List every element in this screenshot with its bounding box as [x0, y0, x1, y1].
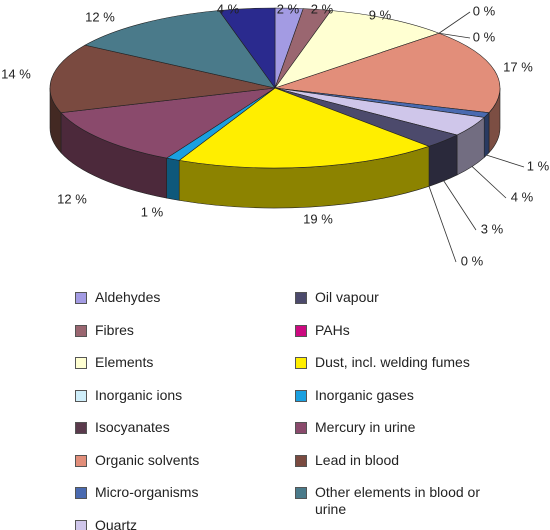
legend-swatch — [295, 292, 307, 304]
data-label: 19 % — [303, 211, 333, 226]
legend-label: Elements — [95, 354, 154, 370]
data-label: 14 % — [1, 66, 31, 81]
data-label: 1 % — [527, 158, 550, 173]
legend-swatch — [75, 357, 87, 369]
leader-line — [443, 180, 477, 231]
data-label: 3 % — [481, 221, 504, 236]
legend-label: Mercury in urine — [315, 419, 416, 435]
legend-item: Oil vapour — [295, 289, 485, 306]
legend-swatch — [295, 487, 307, 499]
legend-item: Organic solvents — [75, 452, 265, 469]
slice-side — [483, 111, 490, 159]
legend-swatch — [75, 519, 87, 530]
legend-item: Lead in blood — [295, 452, 485, 469]
slice — [274, 10, 440, 89]
legend-item: Micro-organisms — [75, 484, 265, 501]
legend-item: Inorganic gases — [295, 387, 485, 404]
legend-item: Fibres — [75, 322, 265, 339]
legend-item: Isocyanates — [75, 419, 265, 436]
legend-item: Elements — [75, 354, 265, 371]
legend-item: PAHs — [295, 322, 485, 339]
legend-label: Micro-organisms — [95, 484, 199, 500]
data-label: 0 % — [473, 29, 496, 44]
legend-label: Organic solvents — [95, 451, 200, 468]
data-label: 9 % — [369, 7, 392, 22]
slice — [49, 44, 276, 114]
legend-label: Quartz — [95, 516, 138, 530]
legend-label: Fibres — [95, 321, 134, 338]
data-label: 0 % — [473, 3, 496, 18]
data-label: 12 % — [57, 191, 87, 206]
legend-swatch — [295, 357, 307, 369]
data-label: 0 % — [461, 253, 484, 268]
legend-item: Aldehydes — [75, 289, 265, 306]
legend-label: Isocyanates — [95, 419, 170, 435]
slice — [178, 87, 430, 169]
data-label: 4 % — [217, 1, 240, 16]
legend-swatch — [75, 389, 87, 402]
data-label: 2 % — [311, 1, 334, 16]
slice — [84, 10, 276, 89]
legend-label: Aldehydes — [95, 289, 161, 305]
legend-swatch — [295, 324, 307, 337]
legend-label: Other elements in blood or urine — [315, 484, 480, 517]
slice — [274, 32, 501, 114]
slice-side — [166, 157, 180, 201]
legend-item: Quartz — [75, 517, 265, 530]
slice — [218, 7, 276, 89]
legend-swatch — [75, 422, 87, 434]
data-label: 1 % — [141, 204, 164, 219]
legend-label: PAHs — [315, 321, 350, 338]
legend-label: Dust, incl. welding fumes — [315, 354, 470, 370]
legend-swatch — [295, 389, 307, 402]
legend-swatch — [75, 454, 87, 467]
data-label: 12 % — [85, 9, 115, 24]
legend-item: Mercury in urine — [295, 419, 485, 436]
leader-line — [471, 166, 507, 199]
legend-label: Oil vapour — [315, 289, 379, 305]
slice — [60, 87, 276, 159]
legend-swatch — [75, 292, 87, 304]
data-label: 2 % — [277, 1, 300, 16]
pie-chart: 2 % 2 % 9 % 0 % 0 % 17 % 1 % 4 % 3 % 0 % 19 % 1 % 12… — [1, 1, 550, 268]
legend-item: Dust, incl. welding fumes — [295, 354, 485, 371]
legend-swatch — [295, 422, 307, 434]
legend-label: Lead in blood — [315, 451, 400, 468]
data-label: 4 % — [511, 189, 534, 204]
legend-item: Other elements in blood or urine — [295, 484, 485, 518]
data-label: 17 % — [503, 59, 533, 74]
leader-line — [438, 11, 471, 34]
legend-swatch — [75, 487, 87, 499]
leader-line — [486, 154, 525, 168]
legend-item: Inorganic ions — [75, 387, 265, 404]
legend-label: Inorganic ions — [95, 386, 183, 403]
legend-label: Inorganic gases — [315, 386, 414, 403]
leader-line — [428, 186, 457, 263]
legend-swatch — [75, 324, 87, 337]
leader-line — [438, 32, 471, 39]
legend-swatch — [295, 454, 307, 467]
